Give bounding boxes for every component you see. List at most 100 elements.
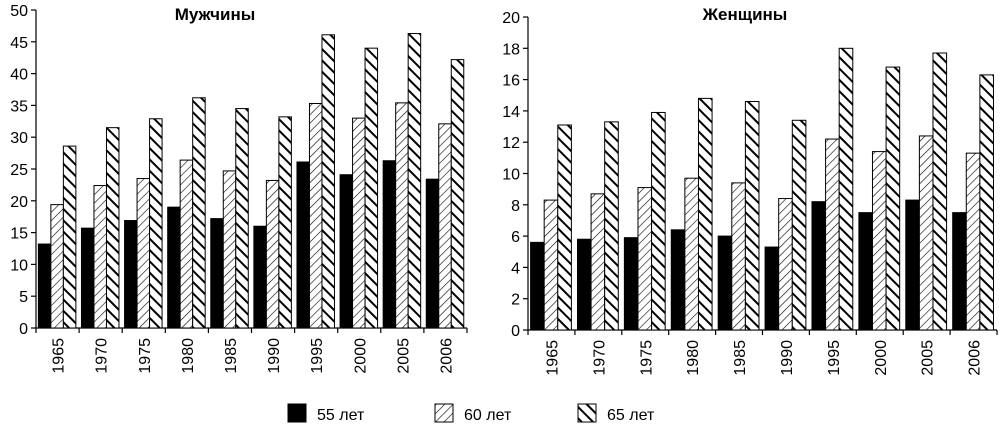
women-x-tick-label: 1990	[779, 340, 796, 376]
women-bar-55-1965	[530, 241, 545, 331]
women-bar-65-2006	[979, 74, 994, 331]
women-bar-55-1995	[811, 201, 827, 331]
women-bar-65-1995	[838, 47, 854, 331]
women-y-tick-label: 4	[511, 260, 520, 277]
men-y-tick-label: 50	[10, 3, 28, 20]
legend-swatch-55	[287, 403, 307, 423]
men-bar-55-1965	[37, 243, 52, 329]
women-bar-60-1980	[684, 177, 699, 331]
women-y-tick-label: 12	[502, 135, 520, 152]
men-bar-65-1995	[321, 34, 335, 329]
legend-swatch-60	[434, 403, 454, 423]
men-y-tick-label: 0	[19, 321, 28, 338]
men-bar-60-1965	[50, 204, 64, 329]
men-x-tick-label: 1990	[266, 338, 283, 374]
women-bar-65-1965	[557, 124, 572, 331]
men-y-tick-label: 10	[10, 257, 28, 274]
legend-label-55: 55 лет	[317, 407, 365, 424]
men-bar-60-1975	[136, 178, 151, 329]
women-x-tick-label: 1965	[544, 340, 561, 376]
men-bar-55-2006	[425, 178, 440, 329]
men-y-tick-label: 20	[10, 194, 28, 211]
men-bar-65-1985	[235, 108, 249, 329]
men-x-tick-label: 1975	[137, 338, 154, 374]
men-bar-65-2000	[364, 47, 379, 329]
women-y-tick-label: 18	[502, 41, 520, 58]
men-bar-55-1995	[296, 161, 310, 329]
men-bar-60-1980	[179, 159, 194, 329]
men-bar-55-1975	[124, 220, 138, 329]
men-x-tick-label: 2000	[352, 338, 369, 374]
men-x-tick-label: 1970	[94, 338, 111, 374]
women-bar-60-2006	[965, 152, 981, 331]
men-bar-65-1980	[192, 97, 206, 329]
women-chart: Женщины 0 2 4 6 8 10 12 14 16 18 20 1965 1970 1975 1980…	[502, 5, 998, 376]
women-x-tick-label: 2006	[967, 340, 984, 376]
men-bar-65-1965	[62, 145, 77, 329]
women-bar-60-1965	[543, 199, 559, 331]
men-bar-55-1980	[167, 206, 181, 329]
women-bar-60-1990	[778, 198, 793, 331]
men-y-tick-label: 15	[10, 226, 28, 243]
men-x-tick-label: 2006	[438, 338, 455, 374]
women-bar-55-1980	[670, 229, 686, 331]
legend-swatch-65	[577, 403, 597, 423]
women-bar-60-2000	[871, 151, 887, 331]
men-bar-65-2006	[450, 59, 465, 329]
women-y-tick-label: 0	[511, 323, 520, 340]
men-bar-55-1985	[210, 218, 224, 329]
women-x-tick-label: 1980	[685, 340, 702, 376]
men-x-tick-label: 1980	[180, 338, 197, 374]
men-chart: Мужчины 0 5 10 15 20 25 30 35 40 45 50 1965 1970 1975 1…	[10, 3, 468, 374]
women-x-tick-label: 1975	[638, 340, 655, 376]
legend: 55 лет 60 лет 65 лет	[287, 403, 655, 424]
women-bar-60-1975	[637, 187, 653, 331]
women-x-tick-label: 1970	[591, 340, 608, 376]
men-bar-65-1975	[149, 118, 163, 329]
women-y-tick-label: 2	[511, 292, 520, 309]
men-bar-55-2005	[382, 160, 397, 329]
legend-label-65: 65 лет	[607, 407, 655, 424]
women-bar-65-1970	[604, 121, 619, 331]
women-x-tick-label: 1985	[732, 340, 749, 376]
women-bar-65-2005	[932, 52, 948, 331]
men-bar-60-1970	[93, 185, 107, 329]
men-bar-60-2000	[352, 117, 366, 329]
women-bar-55-1985	[717, 235, 733, 331]
legend-label-60: 60 лет	[464, 407, 512, 424]
women-bar-55-2000	[858, 212, 873, 331]
men-y-tick-label: 45	[10, 35, 28, 52]
women-bar-60-1970	[590, 193, 606, 331]
women-bar-55-2006	[952, 212, 967, 331]
men-bar-60-1990	[265, 179, 280, 329]
men-y-tick-label: 40	[10, 67, 28, 84]
women-y-tick-label: 20	[502, 10, 520, 27]
women-y-tick-label: 8	[511, 198, 520, 215]
women-bar-55-1975	[623, 237, 639, 331]
women-x-tick-label: 2000	[873, 340, 890, 376]
women-bar-65-1975	[651, 111, 666, 331]
men-bar-60-2005	[395, 102, 409, 329]
men-bar-60-1985	[222, 170, 237, 329]
men-chart-title: Мужчины	[175, 5, 256, 24]
women-y-tick-label: 10	[502, 167, 520, 184]
men-y-tick-label: 25	[10, 162, 28, 179]
men-x-tick-label: 1965	[51, 338, 68, 374]
women-bar-60-2005	[918, 135, 934, 331]
women-y-tick-label: 6	[511, 229, 520, 246]
men-bar-55-1990	[253, 225, 267, 329]
men-bar-65-2005	[407, 33, 422, 329]
men-x-tick-label: 2005	[395, 338, 412, 374]
men-bar-55-1970	[80, 227, 95, 329]
women-bar-65-1990	[791, 119, 807, 331]
women-bar-65-1980	[697, 97, 713, 331]
women-bar-60-1995	[825, 138, 840, 331]
men-y-tick-label: 5	[19, 289, 28, 306]
men-y-tick-label: 30	[10, 130, 28, 147]
women-bar-55-1970	[576, 238, 592, 331]
men-bar-60-1995	[308, 102, 323, 329]
men-bar-60-2006	[438, 123, 452, 329]
men-y-tick-label: 35	[10, 98, 28, 115]
men-x-tick-label: 1995	[309, 338, 326, 374]
